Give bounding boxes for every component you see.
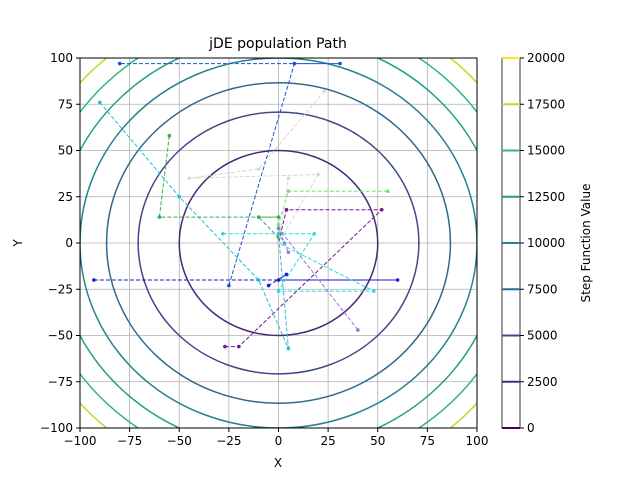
y-tick-label: −25 [48, 282, 73, 296]
path-point [276, 226, 281, 230]
path-point [276, 215, 281, 219]
x-axis-label: X [274, 456, 282, 470]
population-path-5 [277, 190, 388, 234]
x-tick-label: −25 [216, 434, 241, 448]
path-point [276, 222, 281, 227]
population-path-9 [189, 90, 325, 244]
contour-lines [80, 58, 477, 428]
path-point [276, 278, 281, 282]
x-tick-label: −100 [64, 434, 97, 448]
colorbar-tick-label: 17500 [527, 97, 565, 111]
contour-level-2500 [178, 149, 379, 337]
x-tick-label: 25 [320, 434, 335, 448]
y-tick-label: 0 [65, 236, 73, 250]
chart-title: jDE population Path [208, 36, 347, 52]
y-axis-ticks: −100 −75 −50 −25 0 25 50 75 100 [40, 51, 80, 435]
y-tick-label: 100 [50, 51, 73, 65]
path-point [286, 346, 291, 351]
path-point [177, 194, 182, 199]
x-tick-label: 100 [466, 434, 489, 448]
path-point [92, 278, 96, 282]
colorbar-tick-label: 2500 [527, 375, 558, 389]
y-tick-label: −50 [48, 329, 73, 343]
path-point [395, 278, 400, 282]
path-point [284, 207, 289, 212]
path-point [322, 89, 326, 94]
path-point [256, 215, 261, 219]
path-point [221, 231, 225, 236]
path-point [223, 344, 227, 349]
path-point [237, 344, 241, 349]
path-point [316, 172, 321, 177]
y-tick-label: 75 [58, 97, 73, 111]
path-point [371, 289, 376, 293]
path-point [338, 61, 342, 66]
path-point [256, 278, 261, 282]
population-paths [92, 61, 400, 351]
x-axis-ticks: −100 −75 −50 −25 0 25 50 75 100 [64, 428, 489, 448]
colorbar-tick-label: 20000 [527, 51, 565, 65]
path-point [157, 215, 162, 219]
contour-level-7500 [105, 82, 452, 404]
colorbar-label: Step Function Value [579, 184, 593, 303]
x-tick-label: 75 [420, 434, 435, 448]
y-tick-label: −100 [40, 421, 73, 435]
path-point [286, 250, 291, 255]
path-point [276, 289, 281, 293]
path-point [227, 283, 231, 288]
path-point [266, 283, 271, 288]
path-point [286, 176, 291, 181]
colorbar-tick-label: 0 [527, 421, 535, 435]
population-path-1 [119, 63, 340, 286]
population-path-6 [222, 233, 375, 292]
colorbar: 0 2500 5000 7500 10000 12500 15000 17500 20000 [501, 51, 565, 435]
path-point [312, 231, 317, 236]
x-tick-label: 50 [370, 434, 385, 448]
colorbar-tick-label: 12500 [527, 190, 565, 204]
path-point [167, 133, 172, 138]
path-point [187, 176, 191, 181]
y-tick-label: 25 [58, 190, 73, 204]
x-tick-label: −50 [167, 434, 192, 448]
colorbar-tick-label: 5000 [527, 329, 558, 343]
path-point [356, 328, 360, 332]
contour-level-5000 [137, 111, 420, 375]
population-path-4 [158, 135, 279, 238]
path-point [98, 100, 102, 105]
y-axis-label: Y [11, 239, 25, 248]
population-path-7 [224, 209, 383, 348]
path-point [379, 207, 384, 212]
path-point [117, 61, 122, 66]
colorbar-tick-label: 10000 [527, 236, 565, 250]
x-tick-label: −75 [117, 434, 142, 448]
path-point [292, 61, 297, 66]
colorbar-tick-label: 7500 [527, 282, 558, 296]
path-point [286, 189, 291, 193]
path-point [256, 167, 261, 171]
path-point [385, 189, 390, 193]
path-point [276, 241, 281, 245]
colorbar-tick-label: 15000 [527, 144, 565, 158]
path-point [284, 272, 289, 277]
y-tick-label: −75 [48, 375, 73, 389]
y-tick-label: 50 [58, 144, 73, 158]
x-tick-label: 0 [275, 434, 283, 448]
